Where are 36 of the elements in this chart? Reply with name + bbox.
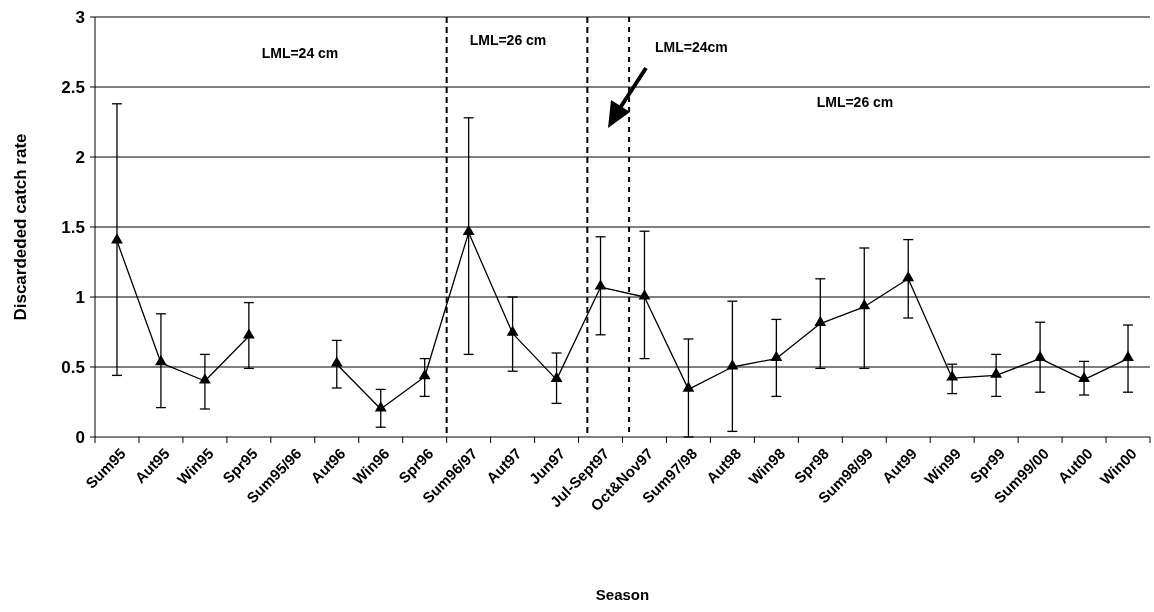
annotation: LML=24cm — [655, 39, 728, 55]
point — [111, 233, 123, 244]
y-tick-label: 0 — [75, 427, 85, 447]
point — [726, 359, 739, 370]
x-axis-title: Season — [595, 586, 650, 603]
point — [990, 367, 1003, 378]
y-tick-label: 0.5 — [61, 357, 85, 377]
y-tick-label: 1.5 — [61, 217, 85, 237]
y-tick-label: 2.5 — [61, 77, 85, 97]
point — [374, 401, 387, 412]
point — [199, 373, 211, 384]
annotation: LML=24 cm — [261, 45, 339, 61]
point — [594, 279, 607, 290]
point — [242, 328, 255, 339]
annotation: LML=26 cm — [469, 32, 547, 48]
point — [946, 370, 959, 381]
y-tick-label: 1 — [75, 287, 85, 307]
point — [418, 369, 431, 380]
point — [1078, 371, 1090, 382]
point — [506, 325, 519, 336]
y-tick-label: 3 — [75, 7, 85, 27]
point — [902, 271, 915, 282]
y-tick-label: 2 — [75, 147, 85, 167]
point — [155, 355, 167, 366]
point — [770, 350, 783, 361]
point — [814, 315, 827, 326]
point — [550, 371, 563, 382]
point — [682, 381, 695, 392]
y-axis-title: Discardeded catch rate — [11, 133, 30, 321]
point — [330, 356, 343, 367]
point — [638, 289, 651, 300]
point — [858, 299, 871, 310]
point — [1122, 350, 1134, 361]
annotation: LML=26 cm — [816, 94, 894, 110]
point — [462, 224, 475, 235]
point — [1034, 350, 1046, 361]
